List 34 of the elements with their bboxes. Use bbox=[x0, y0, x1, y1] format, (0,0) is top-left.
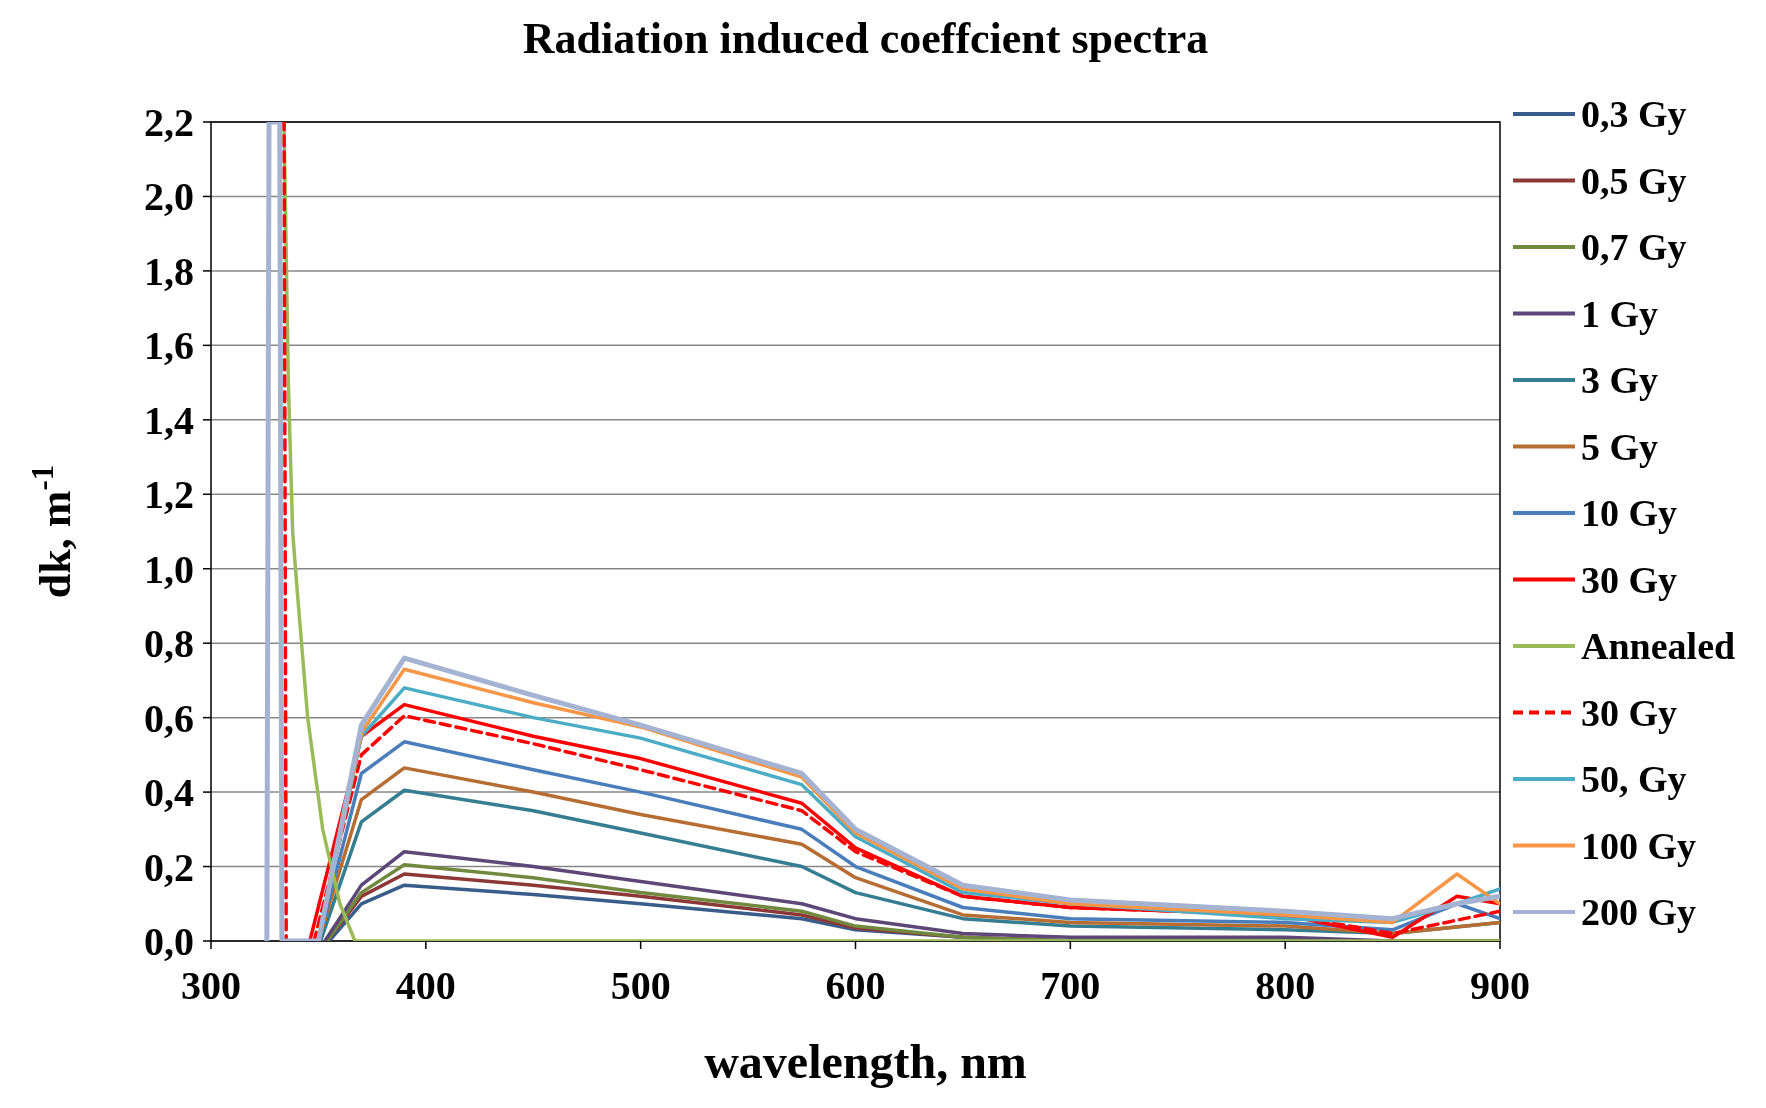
y-tick-label: 1,8 bbox=[144, 248, 194, 294]
legend-label: 0,5 Gy bbox=[1581, 159, 1687, 202]
y-tick-label: 1,2 bbox=[144, 472, 194, 518]
y-tick-label: 2,2 bbox=[144, 100, 194, 145]
y-tick-label: 2,0 bbox=[144, 174, 194, 220]
legend-label: 0,3 Gy bbox=[1581, 93, 1687, 136]
y-tick-label: 1,4 bbox=[144, 397, 194, 443]
legend-label: 30 Gy bbox=[1581, 558, 1678, 601]
legend-label: 1 Gy bbox=[1581, 292, 1659, 335]
x-tick-label: 600 bbox=[825, 963, 886, 1008]
y-tick-label: 1,0 bbox=[144, 546, 194, 592]
x-tick-label: 300 bbox=[181, 963, 241, 1008]
legend-label: 200 Gy bbox=[1581, 891, 1697, 934]
chart-title: Radiation induced coeffcient spectra bbox=[522, 14, 1209, 63]
y-tick-label: 0,6 bbox=[144, 695, 194, 741]
legend-label: 30 Gy bbox=[1581, 691, 1678, 734]
x-tick-label: 700 bbox=[1040, 963, 1101, 1008]
y-tick-label: 0,4 bbox=[144, 770, 194, 816]
legend-label: 10 Gy bbox=[1581, 492, 1678, 535]
y-tick-label: 0,2 bbox=[144, 844, 194, 890]
x-tick-label: 900 bbox=[1470, 963, 1530, 1008]
legend-label: 5 Gy bbox=[1581, 425, 1659, 468]
legend-label: 0,7 Gy bbox=[1581, 226, 1687, 269]
legend-label: Annealed bbox=[1581, 625, 1736, 668]
x-tick-label: 800 bbox=[1255, 963, 1316, 1008]
legend-label: 100 Gy bbox=[1581, 824, 1697, 867]
y-tick-label: 0,8 bbox=[144, 621, 194, 667]
y-tick-label: 0,0 bbox=[144, 919, 194, 964]
legend-label: 50, Gy bbox=[1581, 758, 1687, 801]
x-tick-label: 500 bbox=[610, 963, 671, 1008]
y-tick-label: 1,6 bbox=[144, 323, 194, 369]
x-tick-label: 400 bbox=[395, 963, 456, 1008]
x-axis-title: wavelength, nm bbox=[704, 1035, 1027, 1088]
legend-label: 3 Gy bbox=[1581, 359, 1659, 402]
